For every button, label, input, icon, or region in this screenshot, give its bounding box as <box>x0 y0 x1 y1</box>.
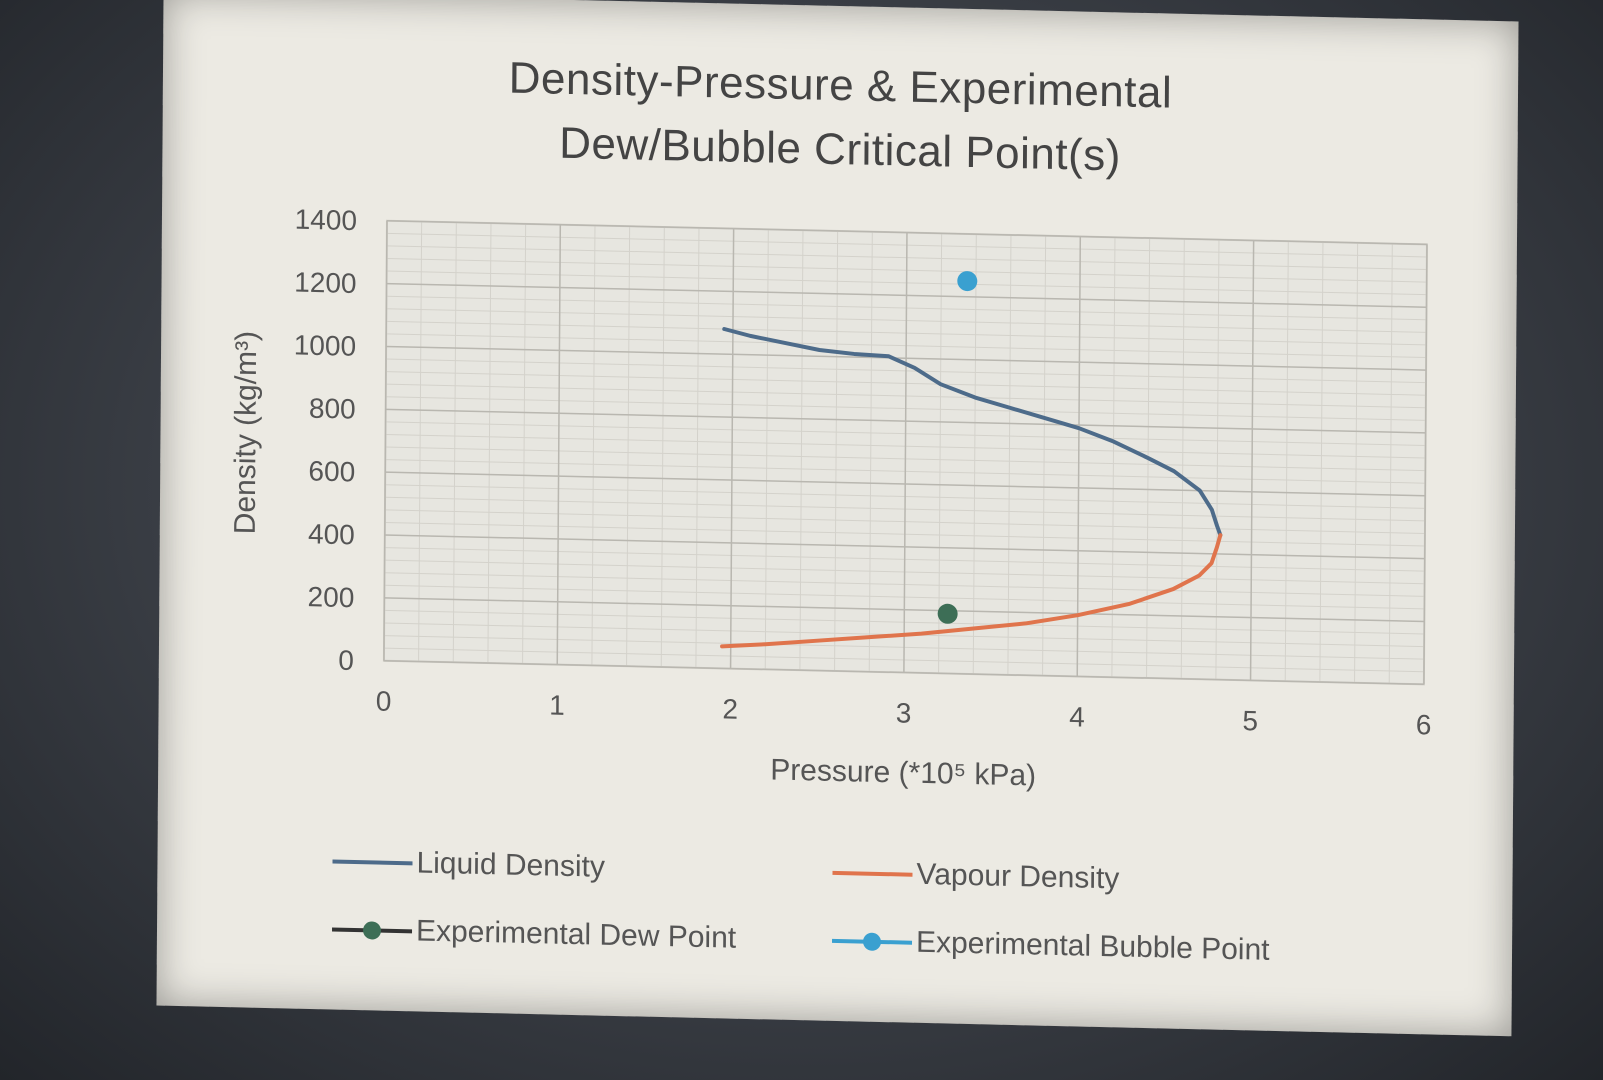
series-line-1 <box>720 533 1223 649</box>
x-tick-labels: 0 1 2 3 4 5 6 <box>376 686 1432 741</box>
minor-gridline-x <box>487 223 492 664</box>
minor-gridline-x <box>1354 242 1359 683</box>
major-gridline-y <box>385 408 1426 434</box>
minor-gridline-x <box>418 221 423 662</box>
minor-gridline-x <box>1007 234 1012 675</box>
y-tick-label: 600 <box>308 455 355 487</box>
legend-swatch-liquid-density <box>332 852 413 874</box>
major-gridline-y <box>386 220 1427 246</box>
major-gridline-x <box>903 232 908 673</box>
x-tick-label: 3 <box>896 697 912 728</box>
series-layer <box>720 271 1223 649</box>
legend-item-vapour-density: Vapour Density <box>832 856 1119 897</box>
minor-gridline-x <box>972 234 977 675</box>
minor-gridline-x <box>591 225 596 666</box>
y-tick-label: 200 <box>308 581 355 613</box>
minor-gridline-x <box>1180 238 1185 679</box>
major-gridline-y <box>386 282 1427 308</box>
minor-gridline-x <box>938 233 943 674</box>
x-tick-label: 2 <box>722 693 738 724</box>
chart-screen: Density-Pressure & Experimental Dew/Bubb… <box>156 0 1519 1037</box>
minor-gridline-x <box>695 227 700 668</box>
minor-gridline-x <box>1111 237 1116 678</box>
y-tick-label: 0 <box>338 645 354 676</box>
x-tick-label: 0 <box>376 686 392 717</box>
major-gridline-x <box>1423 244 1428 685</box>
minor-gridline-x <box>1319 241 1324 682</box>
major-gridline-y <box>384 534 1425 560</box>
series-point-2 <box>937 603 958 624</box>
major-gridline-y <box>383 659 1424 686</box>
x-tick-label: 1 <box>549 689 565 720</box>
y-tick-label: 800 <box>309 393 356 425</box>
legend-swatch-dew-point <box>332 920 413 942</box>
y-tick-label: 1400 <box>295 204 358 236</box>
major-gridline-y <box>386 345 1427 371</box>
minor-gridline-x <box>1284 241 1289 682</box>
major-gridline-x <box>383 220 388 661</box>
legend-label: Experimental Dew Point <box>415 914 737 955</box>
minor-gridline-x <box>522 223 527 664</box>
minor-gridline-x <box>868 231 873 672</box>
x-tick-label: 5 <box>1242 705 1258 736</box>
minor-gridline-x <box>1388 243 1393 684</box>
major-gridline-x <box>729 228 735 669</box>
major-gridline-x <box>1249 240 1255 681</box>
major-gridline-y <box>384 597 1425 623</box>
minor-gridline-x <box>1042 235 1047 676</box>
major-gridline-y <box>385 471 1426 497</box>
x-tick-label: 6 <box>1416 709 1432 740</box>
minor-gridline-x <box>660 227 665 668</box>
minor-gridline-x <box>1215 239 1220 680</box>
legend-swatch-bubble-point <box>832 931 913 953</box>
legend-swatch-vapour-density <box>832 863 913 885</box>
y-tick-label: 1000 <box>294 329 357 361</box>
minor-gridline-x <box>764 229 769 670</box>
y-tick-labels: 0 200 400 600 800 1000 1200 1400 <box>294 204 358 676</box>
y-axis-label: Density (kg/m³) <box>229 331 263 535</box>
legend-item-liquid-density: Liquid Density <box>332 845 605 885</box>
legend-label: Vapour Density <box>916 857 1120 896</box>
x-axis-label: Pressure (*10⁵ kPa) <box>770 753 1036 792</box>
x-tick-label: 4 <box>1069 701 1085 732</box>
series-line-0 <box>722 326 1223 538</box>
series-point-3 <box>957 271 978 292</box>
major-gridline-x <box>556 224 562 665</box>
minor-gridline-x <box>626 226 631 667</box>
minor-gridline-x <box>834 230 839 671</box>
grid-layer <box>383 220 1428 686</box>
major-gridline-x <box>1076 236 1082 677</box>
y-tick-label: 1200 <box>294 267 357 299</box>
minor-gridline-x <box>452 222 457 663</box>
y-tick-label: 400 <box>308 518 355 550</box>
legend-label: Liquid Density <box>416 846 606 884</box>
minor-gridline-x <box>799 230 804 671</box>
plot-area: 0 200 400 600 800 1000 1200 1400 0 1 2 3 4 5 6 Densit… <box>229 204 1432 793</box>
